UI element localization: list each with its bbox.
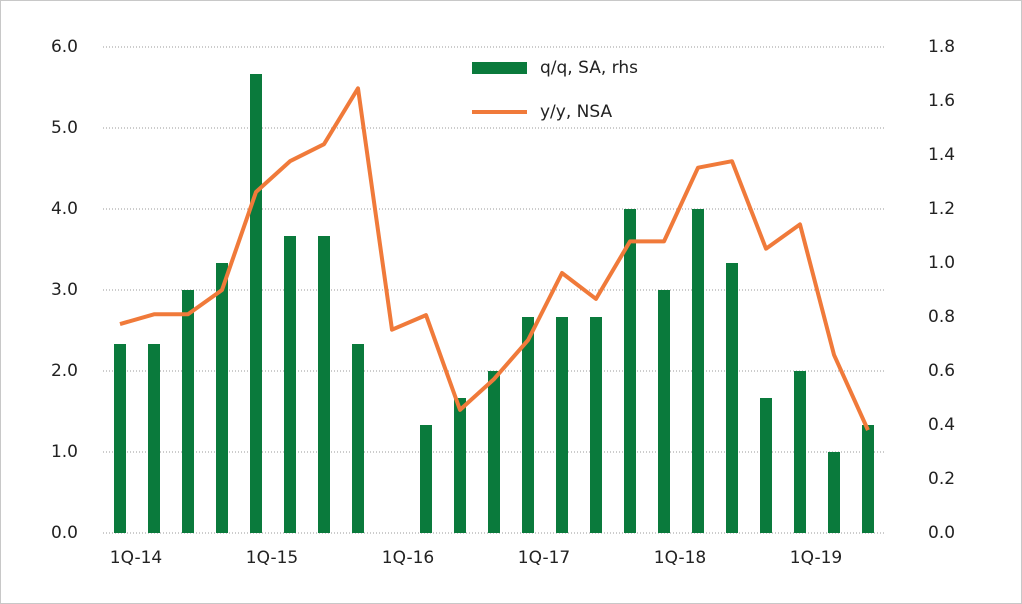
x-tick-label: 1Q-17 (518, 548, 570, 568)
bar (760, 398, 772, 533)
bar (862, 425, 874, 533)
x-tick-label: 1Q-14 (110, 548, 162, 568)
bar (148, 344, 160, 533)
bar (658, 290, 670, 533)
y-tick-label: 0.0 (51, 523, 78, 543)
y2-tick-label: 0.0 (928, 523, 955, 543)
bar (454, 398, 466, 533)
bar (556, 317, 568, 533)
y-tick-label: 2.0 (51, 361, 78, 381)
y2-tick-label: 1.6 (928, 91, 955, 111)
legend-label: y/y, NSA (540, 102, 612, 122)
y2-tick-label: 1.4 (928, 145, 955, 165)
bar (522, 317, 534, 533)
x-tick-label: 1Q-15 (246, 548, 298, 568)
legend-swatch (472, 62, 527, 74)
y2-tick-label: 0.2 (928, 469, 955, 489)
y-tick-label: 3.0 (51, 280, 78, 300)
bar (488, 371, 500, 533)
bar (828, 452, 840, 533)
bar (114, 344, 126, 533)
y-tick-label: 5.0 (51, 118, 78, 138)
line (119, 86, 870, 431)
x-tick-label: 1Q-19 (790, 548, 842, 568)
y2-tick-label: 1.8 (928, 37, 955, 57)
y2-tick-label: 0.6 (928, 361, 955, 381)
x-tick-label: 1Q-16 (382, 548, 434, 568)
bar (726, 263, 738, 533)
legend-label: q/q, SA, rhs (540, 58, 638, 78)
bar (182, 290, 194, 533)
y2-tick-label: 0.4 (928, 415, 955, 435)
bar (250, 74, 262, 533)
bar (794, 371, 806, 533)
bar (284, 236, 296, 533)
bar (692, 209, 704, 533)
y2-tick-label: 1.0 (928, 253, 955, 273)
y2-tick-label: 1.2 (928, 199, 955, 219)
bar (216, 263, 228, 533)
y-tick-label: 6.0 (51, 37, 78, 57)
bar (590, 317, 602, 533)
y2-tick-label: 0.8 (928, 307, 955, 327)
bar (318, 236, 330, 533)
y-tick-label: 1.0 (51, 442, 78, 462)
x-tick-label: 1Q-18 (654, 548, 706, 568)
bar (352, 344, 364, 533)
bar (420, 425, 432, 533)
y-tick-label: 4.0 (51, 199, 78, 219)
bar (624, 209, 636, 533)
